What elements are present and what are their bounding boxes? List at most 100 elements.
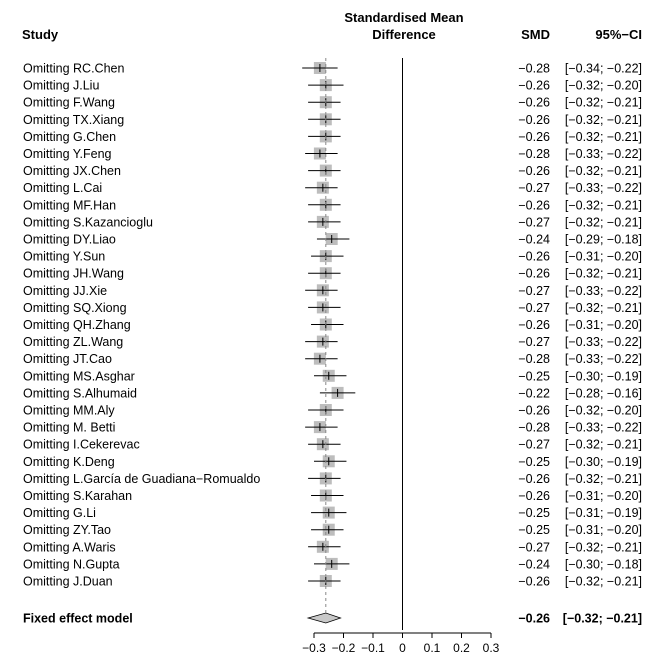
study-row: Omitting JT.Cao −0.28 [−0.33; −0.22] (23, 352, 642, 366)
study-label: Omitting S.Kazancioglu (23, 215, 153, 229)
pooled-label: Fixed effect model (23, 612, 133, 626)
ci-value: [−0.30; −0.19] (565, 455, 642, 469)
ci-value: [−0.32; −0.21] (565, 301, 642, 315)
study-label: Omitting ZY.Tao (23, 523, 111, 537)
ci-value: [−0.32; −0.21] (565, 164, 642, 178)
study-row: Omitting F.Wang −0.26 [−0.32; −0.21] (23, 96, 642, 110)
ci-value: [−0.32; −0.21] (565, 575, 642, 589)
study-label: Omitting RC.Chen (23, 62, 124, 76)
smd-value: −0.26 (518, 113, 550, 127)
ci-value: [−0.32; −0.21] (565, 438, 642, 452)
x-tick-label: −0.2 (332, 641, 356, 655)
study-row: Omitting MF.Han −0.26 [−0.32; −0.21] (23, 198, 642, 212)
header-ci: 95%−CI (595, 27, 642, 42)
study-row: Omitting Y.Feng −0.28 [−0.33; −0.22] (23, 147, 642, 161)
smd-value: −0.27 (518, 181, 550, 195)
study-row: Omitting RC.Chen −0.28 [−0.34; −0.22] (23, 62, 642, 76)
ci-value: [−0.31; −0.20] (565, 489, 642, 503)
ci-value: [−0.33; −0.22] (565, 352, 642, 366)
ci-value: [−0.33; −0.22] (565, 284, 642, 298)
smd-value: −0.28 (518, 421, 550, 435)
study-row: Omitting ZL.Wang −0.27 [−0.33; −0.22] (23, 335, 642, 349)
study-rows: Omitting RC.Chen −0.28 [−0.34; −0.22]Omitt… (23, 62, 642, 626)
smd-value: −0.26 (518, 96, 550, 110)
ci-value: [−0.31; −0.20] (565, 318, 642, 332)
study-row: Omitting I.Cekerevac −0.27 [−0.32; −0.21] (23, 438, 642, 452)
x-tick-label: −0.3 (302, 641, 326, 655)
study-label: Omitting MF.Han (23, 198, 116, 212)
smd-value: −0.27 (518, 284, 550, 298)
header-smd: SMD (521, 27, 550, 42)
pooled-diamond (306, 612, 342, 624)
smd-value: −0.25 (518, 506, 550, 520)
study-label: Omitting G.Chen (23, 130, 116, 144)
study-label: Omitting G.Li (23, 506, 96, 520)
ci-value: [−0.29; −0.18] (565, 233, 642, 247)
study-label: Omitting J.Duan (23, 575, 113, 589)
x-axis: −0.3 −0.2 −0.1 0 0.1 0.2 0.3 (302, 58, 500, 655)
study-label: Omitting S.Karahan (23, 489, 132, 503)
x-tick-label: 0.3 (483, 641, 500, 655)
study-row: Omitting J.Liu −0.26 [−0.32; −0.20] (23, 79, 642, 93)
smd-value: −0.26 (518, 575, 550, 589)
smd-value: −0.26 (518, 267, 550, 281)
study-label: Omitting K.Deng (23, 455, 115, 469)
study-label: Omitting N.Gupta (23, 557, 120, 571)
study-row: Omitting S.Alhumaid −0.22 [−0.28; −0.16] (23, 386, 642, 400)
study-label: Omitting Y.Sun (23, 250, 105, 264)
study-row: Omitting Y.Sun −0.26 [−0.31; −0.20] (23, 250, 642, 264)
x-tick-label: 0.1 (424, 641, 441, 655)
ci-value: [−0.32; −0.21] (565, 215, 642, 229)
ci-value: [−0.28; −0.16] (565, 386, 642, 400)
x-tick-label: −0.1 (361, 641, 385, 655)
pooled-ci-value: [−0.32; −0.21] (563, 612, 642, 626)
header-effect-line2: Difference (372, 27, 436, 42)
study-row: Omitting J.Duan −0.26 [−0.32; −0.21] (23, 575, 642, 589)
header-effect-line1: Standardised Mean (344, 10, 463, 25)
smd-value: −0.27 (518, 215, 550, 229)
study-row: Omitting ZY.Tao −0.25 [−0.31; −0.20] (23, 523, 642, 537)
smd-value: −0.28 (518, 62, 550, 76)
study-row: Omitting M. Betti −0.28 [−0.33; −0.22] (23, 421, 642, 435)
smd-value: −0.27 (518, 335, 550, 349)
smd-value: −0.22 (518, 386, 550, 400)
ci-value: [−0.32; −0.21] (565, 198, 642, 212)
study-label: Omitting J.Liu (23, 79, 99, 93)
study-label: Omitting DY.Liao (23, 233, 116, 247)
smd-value: −0.25 (518, 369, 550, 383)
study-label: Omitting L.Cai (23, 181, 102, 195)
study-label: Omitting L.García de Guadiana−Romualdo (23, 472, 260, 486)
smd-value: −0.26 (518, 164, 550, 178)
x-tick-label: 0.2 (453, 641, 470, 655)
study-row: Omitting MS.Asghar −0.25 [−0.30; −0.19] (23, 369, 642, 383)
smd-value: −0.26 (518, 130, 550, 144)
study-row: Omitting K.Deng −0.25 [−0.30; −0.19] (23, 455, 642, 469)
ci-value: [−0.31; −0.20] (565, 523, 642, 537)
smd-value: −0.27 (518, 438, 550, 452)
study-row: Omitting QH.Zhang −0.26 [−0.31; −0.20] (23, 318, 642, 332)
study-row: Omitting N.Gupta −0.24 [−0.30; −0.18] (23, 557, 642, 571)
study-row: Omitting TX.Xiang −0.26 [−0.32; −0.21] (23, 113, 642, 127)
smd-value: −0.26 (518, 250, 550, 264)
smd-value: −0.28 (518, 352, 550, 366)
study-label: Omitting I.Cekerevac (23, 438, 140, 452)
study-row: Omitting JJ.Xie −0.27 [−0.33; −0.22] (23, 284, 642, 298)
smd-value: −0.24 (518, 233, 550, 247)
study-label: Omitting F.Wang (23, 96, 115, 110)
study-row: Omitting G.Chen −0.26 [−0.32; −0.21] (23, 130, 642, 144)
study-row: Omitting L.Cai −0.27 [−0.33; −0.22] (23, 181, 642, 195)
study-label: Omitting M. Betti (23, 421, 115, 435)
study-label: Omitting MS.Asghar (23, 369, 135, 383)
header-study: Study (22, 27, 59, 42)
study-row: Omitting DY.Liao −0.24 [−0.29; −0.18] (23, 233, 642, 247)
ci-value: [−0.32; −0.20] (565, 79, 642, 93)
study-row: Omitting A.Waris −0.27 [−0.32; −0.21] (23, 540, 642, 554)
smd-value: −0.27 (518, 301, 550, 315)
study-row: Omitting G.Li −0.25 [−0.31; −0.19] (23, 506, 642, 520)
ci-value: [−0.34; −0.22] (565, 62, 642, 76)
smd-value: −0.26 (518, 404, 550, 418)
study-row: Omitting S.Kazancioglu −0.27 [−0.32; −0.21… (23, 215, 642, 229)
study-row: Omitting L.García de Guadiana−Romualdo −0… (23, 472, 642, 486)
smd-value: −0.26 (518, 472, 550, 486)
